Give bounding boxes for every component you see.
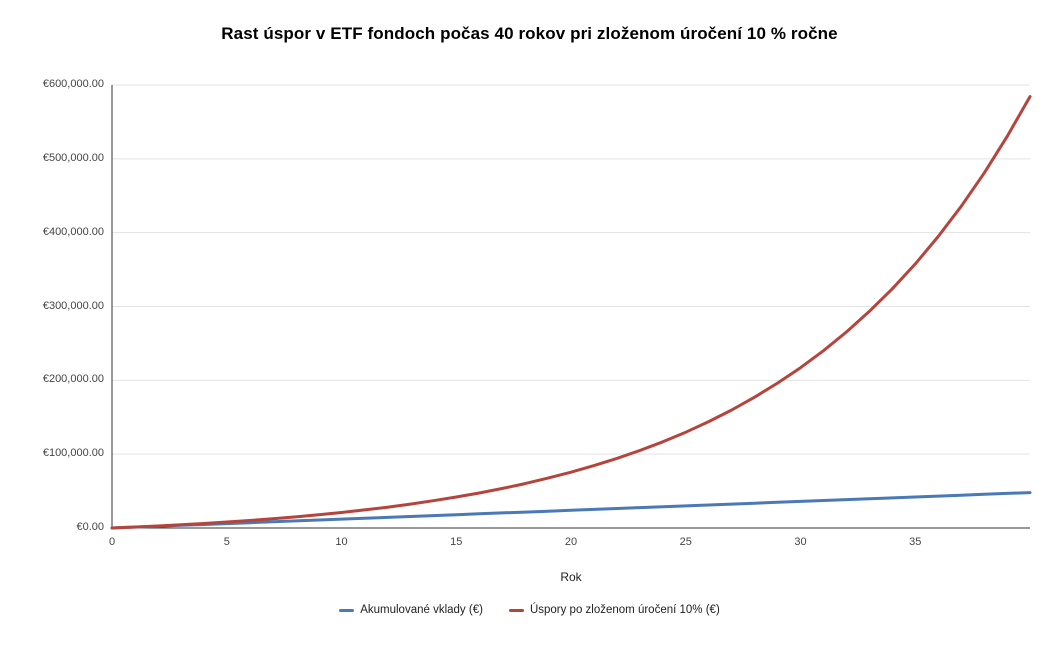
x-tick-label: 0 [108,536,116,548]
legend-item-1: Úspory po zloženom úročení 10% (€) [508,604,720,616]
x-tick-label: 30 [794,536,807,548]
y-tick-label: €0.00 [76,521,104,533]
x-tick-label: 35 [909,536,922,548]
chart-title: Rast úspor v ETF fondoch počas 40 rokov … [221,24,838,43]
series-line-1 [110,95,1032,530]
legend-swatch-icon [508,608,524,612]
legend-label: Akumulované vklady (€) [360,604,483,616]
x-axis-title: Rok [560,570,582,584]
legend-item-0: Akumulované vklady (€) [339,604,483,616]
y-tick-label: €300,000.00 [42,299,104,312]
y-tick-label: €500,000.00 [42,151,104,164]
legend: Akumulované vklady (€) Úspory po zloženom… [0,604,1059,616]
x-tick-label: 25 [679,536,692,548]
y-tick-label: €200,000.00 [42,373,104,386]
y-tick-label: €400,000.00 [42,225,104,238]
x-tick-label: 5 [223,536,230,548]
x-tick-label: 20 [564,536,578,548]
legend-label: Úspory po zloženom úročení 10% (€) [529,604,720,616]
y-tick-label: €600,000.00 [42,78,104,90]
y-tick-label: €100,000.00 [42,447,104,460]
legend-swatch-icon [339,608,355,612]
series-line-0 [110,491,1032,530]
x-tick-label: 10 [335,536,348,548]
x-tick-label: 15 [450,536,463,548]
